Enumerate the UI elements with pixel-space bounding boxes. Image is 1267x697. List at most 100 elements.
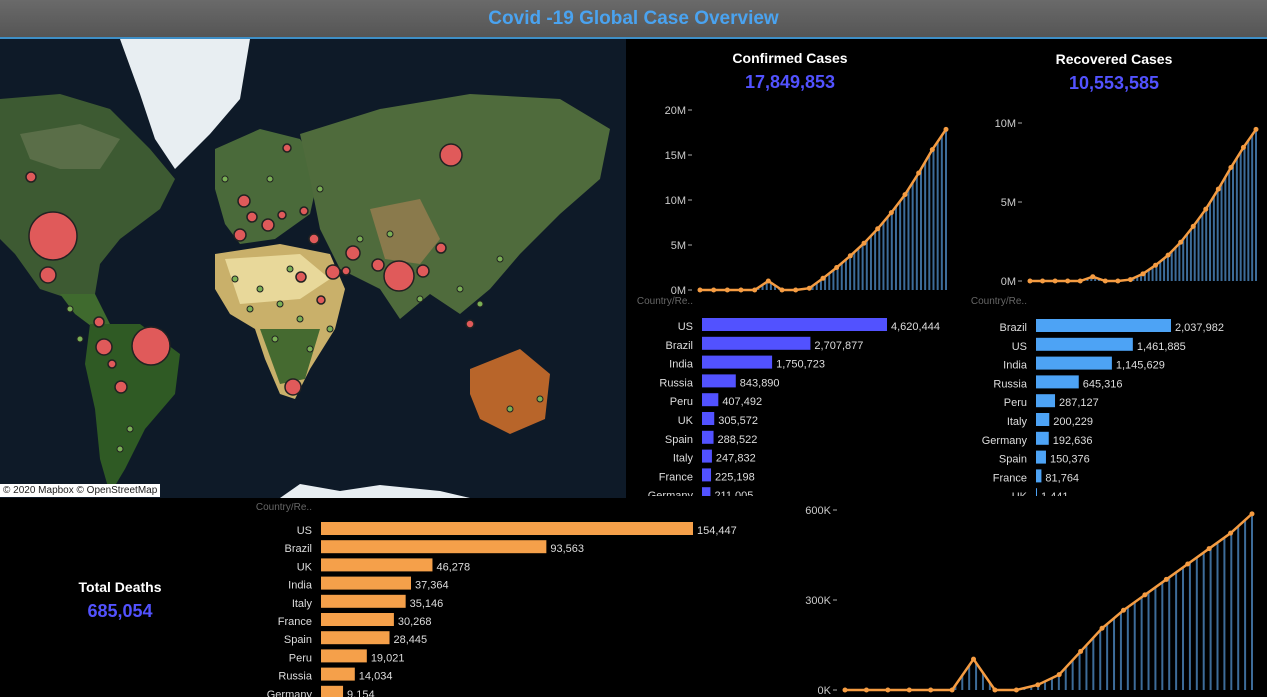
trend-point bbox=[752, 287, 758, 293]
trend-point bbox=[902, 192, 908, 198]
trend-point bbox=[1203, 206, 1209, 212]
bar bbox=[1036, 431, 1049, 445]
bar-value-label: 28,445 bbox=[394, 634, 428, 646]
trend-point bbox=[1185, 561, 1191, 567]
trend-point bbox=[1190, 223, 1196, 229]
trend-point bbox=[906, 687, 912, 693]
deaths-value: 685,054 bbox=[87, 601, 153, 621]
bar bbox=[702, 355, 773, 369]
trend-point bbox=[1078, 648, 1084, 654]
category-label: UK bbox=[297, 561, 313, 573]
bar-value-label: 35,146 bbox=[410, 598, 444, 610]
bar-value-label: 150,376 bbox=[1050, 454, 1090, 466]
country-header: Country/Re.. bbox=[971, 296, 1027, 307]
category-label: Russia bbox=[659, 377, 694, 389]
trend-point bbox=[1140, 271, 1146, 277]
map-attribution[interactable]: © 2020 Mapbox © OpenStreetMap bbox=[0, 484, 161, 497]
recovered-trend-chart[interactable]: 0M 5M 10M bbox=[960, 98, 1260, 296]
category-label: Brazil bbox=[999, 322, 1027, 334]
y-tick-label: 0M bbox=[671, 285, 686, 296]
trend-point bbox=[765, 278, 771, 284]
trend-point bbox=[1228, 530, 1234, 536]
category-label: India bbox=[669, 359, 694, 371]
bar bbox=[702, 393, 719, 407]
world-map[interactable] bbox=[0, 39, 626, 498]
bar bbox=[1036, 375, 1079, 389]
trend-point bbox=[793, 287, 799, 293]
trend-point bbox=[1040, 278, 1046, 284]
bar bbox=[702, 430, 714, 444]
bar bbox=[321, 576, 411, 590]
trend-point bbox=[885, 687, 891, 693]
bar bbox=[702, 336, 811, 350]
trend-point bbox=[1178, 239, 1184, 245]
bar bbox=[702, 468, 712, 482]
bar bbox=[321, 540, 547, 554]
confirmed-trend-chart[interactable]: 0M 5M 10M 15M 20M bbox=[630, 98, 950, 296]
bar bbox=[321, 667, 355, 681]
category-label: Germany bbox=[648, 490, 694, 496]
bar-value-label: 93,563 bbox=[550, 543, 584, 555]
trend-point bbox=[1077, 278, 1083, 284]
country-header: Country/Re.. bbox=[256, 503, 312, 513]
category-label: Peru bbox=[1004, 397, 1027, 409]
bar-value-label: 192,636 bbox=[1053, 435, 1093, 447]
trend-point bbox=[1165, 252, 1171, 258]
bar-value-label: 843,890 bbox=[740, 377, 780, 389]
category-label: Russia bbox=[278, 671, 313, 683]
y-tick-label: 10M bbox=[995, 118, 1016, 130]
trend-point bbox=[1013, 687, 1019, 693]
recovered-title: Recovered Cases bbox=[1055, 51, 1173, 67]
bar bbox=[1036, 319, 1171, 332]
bar bbox=[1036, 413, 1050, 426]
category-label: Peru bbox=[670, 396, 693, 408]
confirmed-by-country-chart[interactable]: Country/Re.. US 4,620,444 Brazil 2,707,877 In… bbox=[626, 296, 956, 496]
trend-point bbox=[1027, 278, 1033, 284]
recovered-value: 10,553,585 bbox=[1068, 73, 1160, 93]
category-label: Germany bbox=[982, 435, 1028, 447]
trend-point bbox=[1253, 126, 1259, 132]
trend-point bbox=[847, 253, 853, 259]
recovered-by-country-chart[interactable]: Country/Re.. Brazil 2,037,982 US 1,461,885 In… bbox=[960, 296, 1265, 496]
bar-value-label: 211,005 bbox=[714, 490, 753, 496]
deaths-by-country-chart[interactable]: Country/Re.. US 154,447 Brazil 93,563 UK 46,27… bbox=[245, 503, 765, 697]
bar bbox=[321, 613, 394, 626]
category-label: US bbox=[1012, 341, 1027, 353]
trend-point bbox=[1120, 607, 1126, 613]
trend-point bbox=[928, 687, 934, 693]
bar-value-label: 9,154 bbox=[347, 689, 375, 697]
bar bbox=[321, 522, 693, 535]
greenland-shape bbox=[120, 39, 250, 169]
bar-value-label: 645,316 bbox=[1083, 378, 1123, 390]
y-tick-label: 600K bbox=[805, 505, 831, 517]
bar-value-label: 247,832 bbox=[716, 453, 756, 465]
category-label: US bbox=[297, 525, 312, 537]
dashboard-title-bar: Covid -19 Global Case Overview bbox=[0, 0, 1267, 39]
bar bbox=[1036, 488, 1037, 496]
bar-value-label: 288,522 bbox=[718, 434, 758, 446]
bar-value-label: 37,364 bbox=[415, 580, 449, 592]
y-tick-label: 5M bbox=[671, 240, 686, 252]
y-tick-label: 15M bbox=[665, 150, 686, 162]
trend-point bbox=[1090, 274, 1096, 280]
trend-point bbox=[1035, 682, 1041, 688]
trend-point bbox=[697, 287, 703, 293]
category-label: Italy bbox=[1007, 416, 1028, 428]
category-label: Germany bbox=[267, 689, 313, 697]
trend-point bbox=[861, 240, 867, 246]
bar-value-label: 46,278 bbox=[436, 561, 470, 573]
deaths-trend-chart[interactable]: 0K 300K 600K bbox=[770, 502, 1260, 697]
trend-point bbox=[1240, 144, 1246, 150]
map-canvas bbox=[0, 39, 626, 498]
trend-point bbox=[806, 285, 812, 291]
trend-point bbox=[738, 287, 744, 293]
bar bbox=[1036, 394, 1056, 408]
trend-point bbox=[711, 287, 717, 293]
trend-point bbox=[1249, 511, 1255, 517]
trend-point bbox=[1163, 576, 1169, 582]
trend-point bbox=[1228, 165, 1234, 171]
category-label: France bbox=[993, 472, 1027, 484]
bar bbox=[321, 649, 367, 663]
trend-point bbox=[1153, 262, 1159, 268]
category-label: Spain bbox=[665, 434, 693, 446]
